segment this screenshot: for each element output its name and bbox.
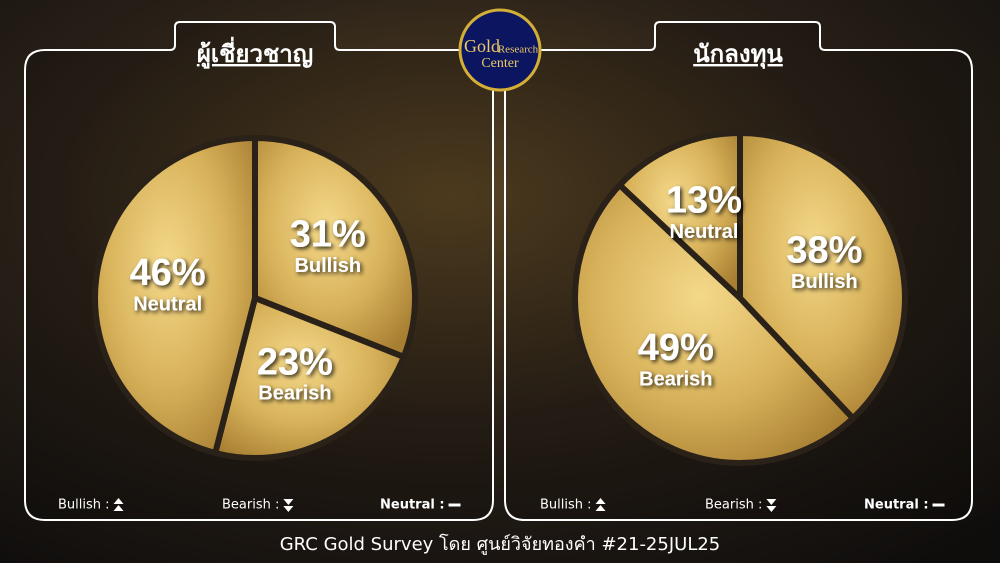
pie-slice — [92, 135, 258, 456]
logo — [458, 8, 542, 92]
pie-slice — [212, 295, 407, 461]
legend-label: Neutral : — [864, 498, 929, 513]
legend-icon — [448, 503, 461, 507]
data-label: 23% — [257, 341, 333, 383]
legend-icon — [595, 498, 606, 511]
legend-icon — [283, 499, 294, 512]
legend-label: Bullish : — [58, 498, 110, 513]
pie-slice — [616, 130, 743, 301]
legend-label: Neutral : — [380, 498, 445, 513]
pie-slice — [572, 182, 856, 466]
category-label: Bearish — [258, 383, 331, 405]
category-label: Bearish — [639, 368, 712, 390]
chart-title: ผู้เชี่ยวชาญ — [197, 36, 313, 69]
chart-title: นักลงทุน — [693, 40, 783, 70]
category-label: Bullish — [791, 271, 858, 293]
pie-slice — [252, 135, 418, 360]
category-label: Bullish — [294, 255, 361, 277]
data-label: 49% — [638, 327, 714, 369]
category-label: Neutral — [133, 293, 202, 315]
data-label: 31% — [290, 214, 366, 256]
footer: GRC Gold Survey โดย ศูนย์วิจัยทองคำ #21-… — [280, 533, 721, 555]
category-label: Neutral — [670, 221, 739, 243]
pie-slice — [737, 130, 908, 422]
logo-text: Research — [498, 44, 539, 56]
legend-label: Bearish : — [222, 498, 279, 513]
legend-icon — [932, 503, 945, 507]
legend-icon — [766, 499, 777, 512]
data-label: 46% — [130, 252, 206, 294]
legend-label: Bullish : — [540, 498, 592, 513]
data-label: 38% — [786, 230, 862, 272]
data-label: 13% — [666, 180, 742, 222]
legend-label: Bearish : — [705, 498, 762, 513]
logo-text: Gold — [464, 36, 500, 56]
legend-icon — [113, 498, 124, 511]
logo-text: Center — [481, 56, 519, 71]
